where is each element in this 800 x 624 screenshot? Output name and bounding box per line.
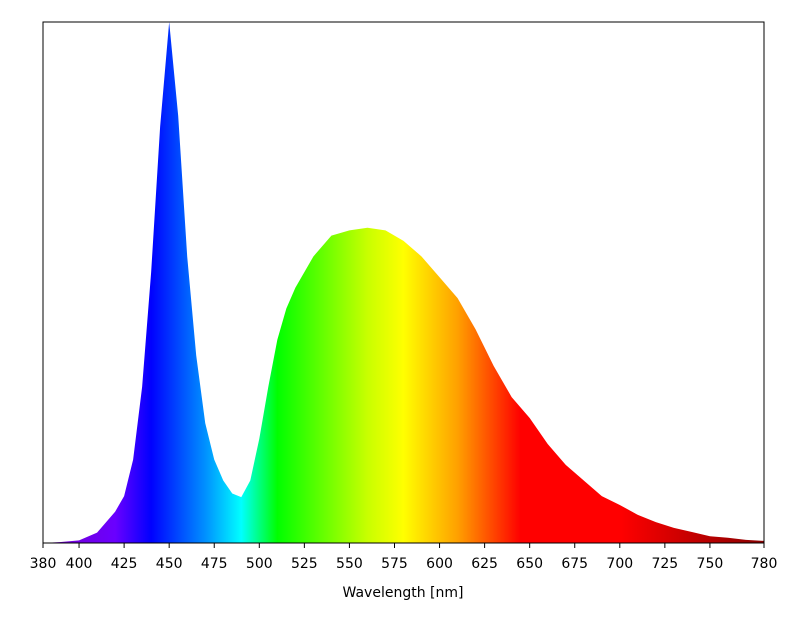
spectrum-area xyxy=(43,22,764,543)
x-tick-label: 650 xyxy=(516,556,543,572)
x-tick-label: 780 xyxy=(751,556,778,572)
x-tick-label: 475 xyxy=(201,556,228,572)
x-tick-label: 725 xyxy=(651,556,678,572)
x-tick-label: 500 xyxy=(246,556,273,572)
x-tick-label: 750 xyxy=(697,556,724,572)
x-tick-label: 700 xyxy=(606,556,633,572)
x-tick-label: 675 xyxy=(561,556,588,572)
x-tick-label: 380 xyxy=(30,556,57,572)
x-tick-label: 625 xyxy=(471,556,498,572)
x-tick-label: 525 xyxy=(291,556,318,572)
x-axis-label: Wavelength [nm] xyxy=(343,585,464,601)
x-tick-label: 400 xyxy=(66,556,93,572)
x-tick-label: 450 xyxy=(156,556,183,572)
x-tick-label: 425 xyxy=(111,556,138,572)
x-tick-label: 550 xyxy=(336,556,363,572)
x-tick-label: 575 xyxy=(381,556,408,572)
plot-border xyxy=(42,21,765,544)
x-tick-label: 600 xyxy=(426,556,453,572)
